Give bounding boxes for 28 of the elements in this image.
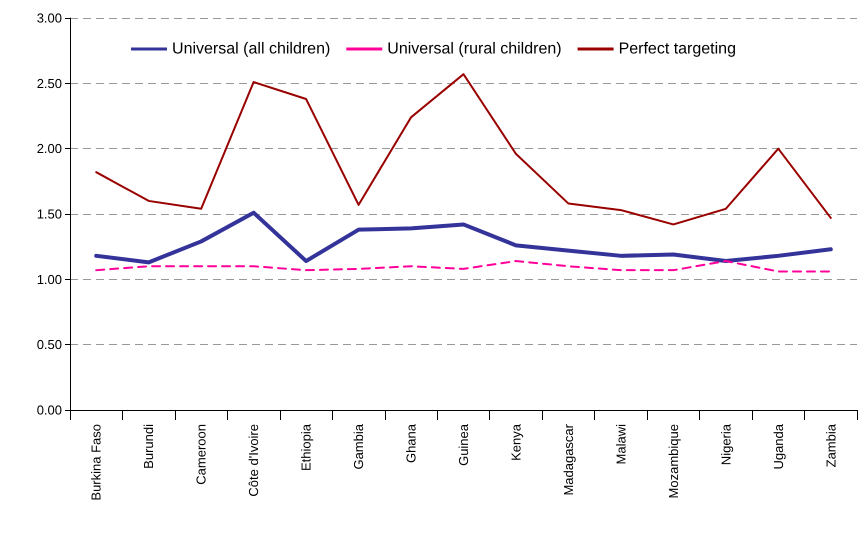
- y-tick-label: 2.00: [36, 141, 62, 156]
- y-tick-label: 2.50: [36, 76, 62, 91]
- x-tick-label: Uganda: [770, 423, 786, 470]
- x-tick-label: Mozambique: [666, 424, 681, 498]
- y-tick-label: 1.50: [36, 206, 62, 222]
- legend-label: Universal (rural children): [387, 40, 562, 58]
- y-tick-label: 3.00: [36, 10, 62, 26]
- legend-label: Universal (all children): [172, 40, 330, 58]
- line-series: [94, 210, 833, 264]
- x-tick-label: Guinea: [456, 423, 471, 466]
- x-tick-label: Côte d'Ivoire: [246, 424, 262, 497]
- x-tick-label: Ghana: [404, 423, 419, 464]
- x-tick-label: Cameroon: [194, 424, 209, 485]
- x-tick-label: Gambia: [351, 423, 366, 470]
- x-tick-label: Burundi: [141, 424, 156, 469]
- x-tick-label: Zambia: [823, 423, 838, 468]
- y-tick-label: 0.50: [36, 337, 62, 352]
- y-tick-label: 0.00: [36, 402, 62, 418]
- x-tick-label: Kenya: [508, 423, 524, 461]
- line-series: [95, 260, 832, 272]
- x-tick-label: Ethiopia: [298, 423, 314, 471]
- line-series: [95, 73, 832, 226]
- x-tick-label: Nigeria: [718, 423, 734, 466]
- x-tick-label: Malawi: [613, 424, 628, 464]
- y-tick-label: 1.00: [36, 272, 62, 287]
- x-tick-label: Burkina Faso: [88, 424, 104, 501]
- legend-label: Perfect targeting: [618, 40, 736, 58]
- x-tick-label: Madagascar: [560, 423, 576, 496]
